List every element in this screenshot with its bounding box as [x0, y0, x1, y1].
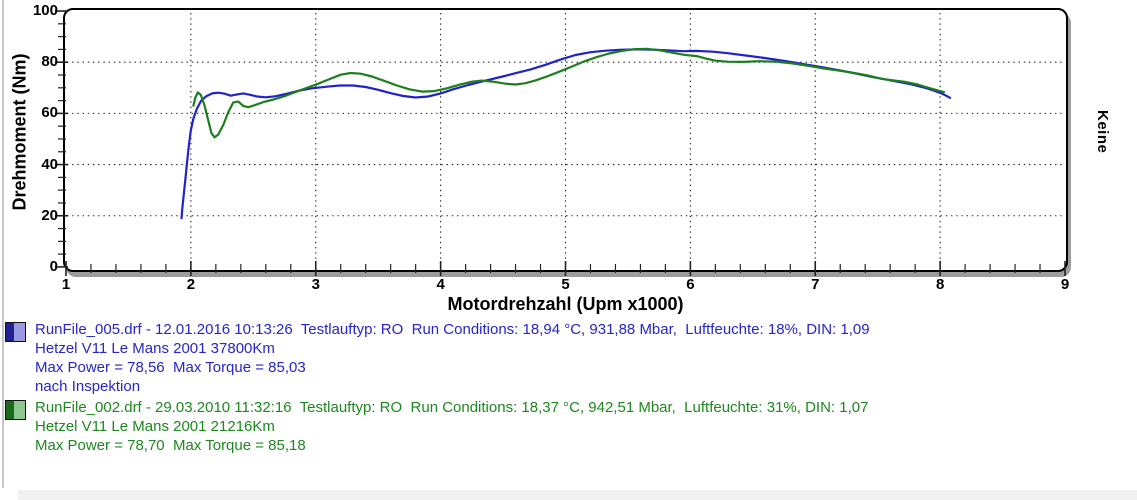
legend-run1-lines: RunFile_005.drf - 12.01.2016 10:13:26 Te…	[35, 320, 870, 396]
legend-run1-vehicle: Hetzel V11 Le Mans 2001 37800Km	[35, 340, 275, 357]
torque-chart-svg	[55, 10, 1066, 276]
x-tick-label: 4	[436, 276, 445, 293]
legend-run1-header: RunFile_005.drf - 12.01.2016 10:13:26 Te…	[35, 321, 870, 338]
x-tick-label: 2	[186, 276, 196, 293]
legend-swatch-blue-icon	[5, 322, 26, 342]
legend-entry-run2: RunFile_002.drf - 29.03.2010 11:32:16 Te…	[5, 398, 868, 455]
torque-chart-plot	[55, 8, 1068, 276]
legend-run1-note: nach Inspektion	[35, 378, 141, 395]
x-axis-title: Motordrehzahl (Upm x1000)	[447, 294, 684, 314]
y-axis-tick-labels: 0 20 40 60 80 100	[18, 0, 58, 280]
y-tick-label: 60	[41, 104, 58, 122]
x-tick-label: 3	[311, 276, 320, 293]
legend-swatch-green-icon	[5, 400, 26, 420]
y-tick-label: 20	[41, 206, 58, 224]
y-tick-label: 80	[41, 53, 58, 71]
legend-run2-vehicle: Hetzel V11 Le Mans 2001 21216Km	[35, 418, 275, 435]
y-tick-label: 100	[32, 2, 58, 20]
grid-lines	[67, 13, 1064, 267]
axis-ticks	[55, 10, 1066, 276]
torque-curve-green	[192, 47, 946, 139]
right-side-label: Keine	[1094, 110, 1111, 154]
y-tick-label: 40	[41, 155, 58, 173]
legend-entry-run1: RunFile_005.drf - 12.01.2016 10:13:26 Te…	[5, 320, 870, 396]
x-tick-label: 6	[686, 276, 695, 293]
x-tick-label: 9	[1060, 276, 1070, 293]
y-axis-title: Drehmoment (Nm)	[9, 53, 30, 211]
legend-run2-maxvalues: Max Power = 78,70 Max Torque = 85,18	[35, 437, 306, 454]
legend-run2-lines: RunFile_002.drf - 29.03.2010 11:32:16 Te…	[35, 398, 868, 455]
window-edge-left	[2, 0, 4, 488]
x-tick-label: 7	[811, 276, 820, 293]
x-tick-label: 5	[561, 276, 570, 293]
legend-run2-header: RunFile_002.drf - 29.03.2010 11:32:16 Te…	[35, 399, 869, 416]
window-edge-bottom	[18, 490, 1137, 500]
x-tick-label: 8	[935, 276, 945, 293]
legend-run1-maxvalues: Max Power = 78,56 Max Torque = 85,03	[35, 359, 306, 376]
y-tick-label: 0	[49, 257, 58, 275]
x-tick-label: 1	[61, 276, 71, 293]
